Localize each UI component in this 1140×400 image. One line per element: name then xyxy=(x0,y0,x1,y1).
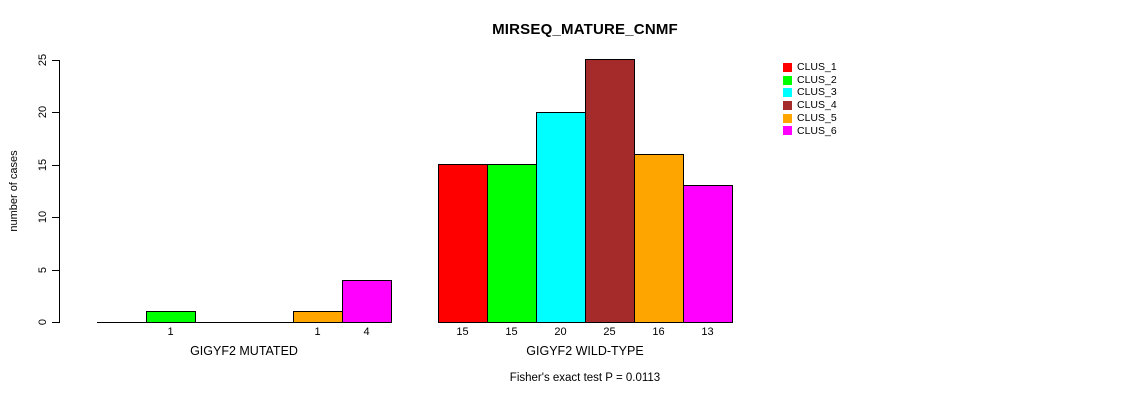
legend-item-clus_5: CLUS_5 xyxy=(783,112,837,125)
legend-item-clus_3: CLUS_3 xyxy=(783,86,837,99)
y-axis-tick xyxy=(52,270,59,271)
y-axis-label: number of cases xyxy=(8,150,20,232)
bar-clus_5 xyxy=(634,154,684,323)
bar-clus_2 xyxy=(487,164,537,323)
bar-value-label: 13 xyxy=(701,326,714,338)
group-label-mutated: GIGYF2 MUTATED xyxy=(190,344,298,358)
bar-value-label: 25 xyxy=(603,326,616,338)
legend-label: CLUS_1 xyxy=(797,61,837,74)
legend-label: CLUS_5 xyxy=(797,111,837,124)
y-axis-tick-label: 25 xyxy=(37,53,49,67)
legend-label: CLUS_4 xyxy=(797,99,837,112)
y-axis-tick-label: 10 xyxy=(37,210,49,224)
y-axis-tick xyxy=(52,165,59,166)
legend-swatch-icon xyxy=(783,62,792,72)
legend-item-clus_2: CLUS_2 xyxy=(783,74,837,87)
bar-value-label: 16 xyxy=(652,326,665,338)
bar-clus_2 xyxy=(146,311,196,323)
legend-swatch-icon xyxy=(783,88,792,98)
legend-swatch-icon xyxy=(783,126,792,136)
legend-item-clus_4: CLUS_4 xyxy=(783,99,837,112)
y-axis-tick xyxy=(52,322,59,323)
chart-title: MIRSEQ_MATURE_CNMF xyxy=(492,21,678,38)
bar-value-label: 15 xyxy=(505,326,518,338)
fisher-test-annotation: Fisher's exact test P = 0.0113 xyxy=(509,372,661,384)
legend-swatch-icon xyxy=(783,100,792,110)
y-axis-tick-label: 5 xyxy=(37,266,49,274)
bar-value-label: 15 xyxy=(456,326,469,338)
y-axis-tick-label: 20 xyxy=(37,105,49,119)
bar-clus_5 xyxy=(293,311,343,323)
legend-swatch-icon xyxy=(783,113,792,123)
x-axis-baseline xyxy=(97,322,392,323)
legend-label: CLUS_6 xyxy=(797,124,837,137)
bar-clus_4 xyxy=(585,59,635,323)
bar-clus_3 xyxy=(536,112,586,323)
bar-value-label: 1 xyxy=(314,326,321,338)
bar-clus_1 xyxy=(438,164,488,323)
bar-value-label: 4 xyxy=(363,326,370,338)
y-axis-tick-label: 15 xyxy=(37,158,49,172)
legend-item-clus_1: CLUS_1 xyxy=(783,61,837,74)
bar-clus_6 xyxy=(683,185,733,323)
legend-label: CLUS_3 xyxy=(797,86,837,99)
legend-swatch-icon xyxy=(783,75,792,85)
legend: CLUS_1 CLUS_2 CLUS_3 CLUS_4 CLUS_5 CLUS_6 xyxy=(783,61,837,137)
y-axis-tick xyxy=(52,60,59,61)
bar-clus_6 xyxy=(342,280,392,323)
bar-value-label: 1 xyxy=(167,326,174,338)
y-axis-tick xyxy=(52,217,59,218)
bar-value-label: 20 xyxy=(554,326,567,338)
group-label-wild-type: GIGYF2 WILD-TYPE xyxy=(526,344,644,358)
legend-item-clus_6: CLUS_6 xyxy=(783,124,837,137)
y-axis-tick-label: 0 xyxy=(37,318,49,326)
legend-label: CLUS_2 xyxy=(797,73,837,86)
y-axis-tick xyxy=(52,112,59,113)
y-axis-line xyxy=(59,60,60,323)
